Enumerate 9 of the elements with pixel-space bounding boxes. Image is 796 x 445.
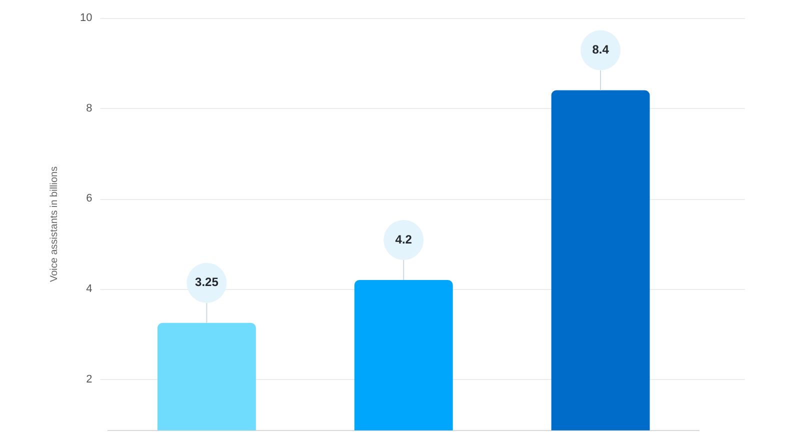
- y-axis-title: Voice assistants in billions: [48, 166, 60, 282]
- data-label: 3.25: [195, 275, 219, 290]
- y-tick-label: 10: [80, 12, 92, 24]
- y-tick-label: 4: [86, 283, 92, 296]
- y-tick-label: 8: [86, 102, 92, 114]
- y-tick-label: 6: [86, 192, 92, 205]
- y-tick-label: 2: [86, 373, 92, 386]
- data-label: 8.4: [592, 42, 610, 57]
- data-label: 4.2: [395, 232, 412, 246]
